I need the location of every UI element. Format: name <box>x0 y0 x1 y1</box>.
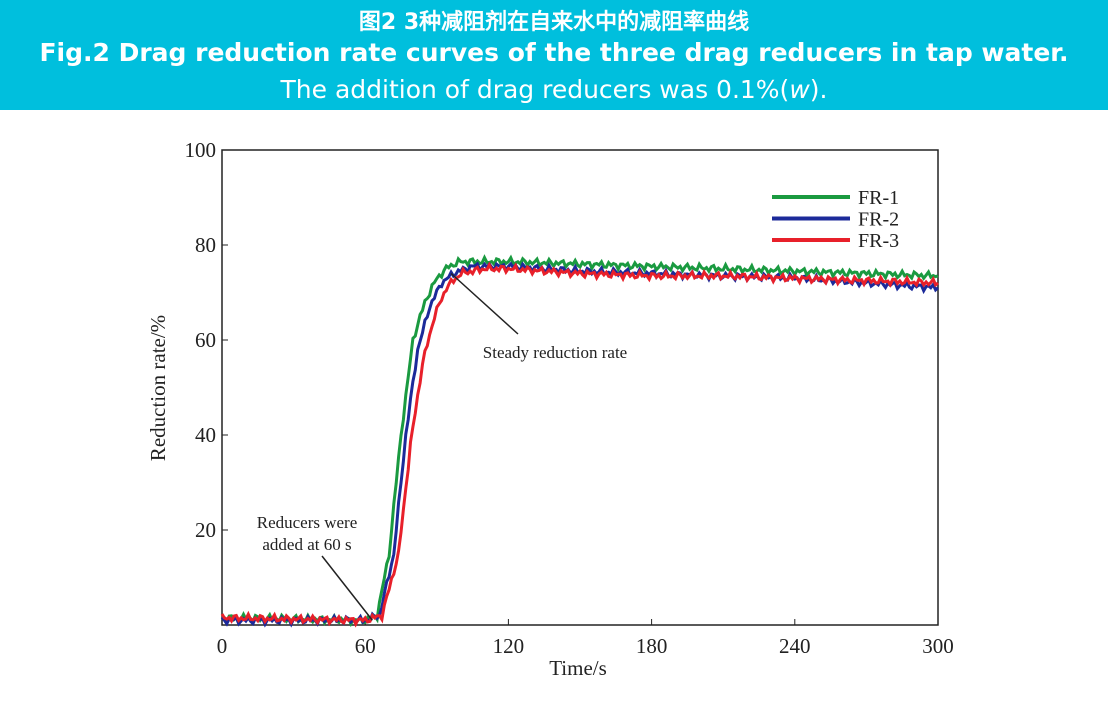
legend-label: FR-2 <box>858 209 899 231</box>
y-tick-label: 80 <box>195 233 216 257</box>
annotation-pointer <box>321 555 373 621</box>
y-tick-label: 60 <box>195 328 216 352</box>
title-cn: 图2 3种减阻剂在自来水中的减阻率曲线 <box>358 10 750 35</box>
legend-label: FR-3 <box>858 230 899 252</box>
caption-banner: 图2 3种减阻剂在自来水中的减阻率曲线 Fig.2 Drag reduction… <box>0 0 1108 110</box>
subtitle-text: The addition of drag reducers was 0.1%( <box>280 75 790 104</box>
x-tick-label: 60 <box>355 634 376 658</box>
x-axis-label: Time/s <box>549 656 607 680</box>
annotation-text: added at 60 s <box>262 535 351 554</box>
annotation-pointer <box>450 272 519 335</box>
subtitle-end: ). <box>809 75 828 104</box>
x-tick-label: 180 <box>636 634 668 658</box>
series-line-fr-2 <box>220 261 940 628</box>
subtitle-var: w <box>789 75 810 104</box>
x-tick-label: 300 <box>922 634 954 658</box>
y-axis-label: Reduction rate/% <box>146 315 170 461</box>
legend-label: FR-1 <box>858 187 899 209</box>
subtitle: The addition of drag reducers was 0.1%(w… <box>0 75 1108 104</box>
x-tick-label: 120 <box>493 634 525 658</box>
y-tick-label: 100 <box>185 138 217 162</box>
annotation-text: Steady reduction rate <box>483 343 627 362</box>
y-tick-label: 40 <box>195 423 216 447</box>
series-line-fr-1 <box>221 254 939 628</box>
series-line-fr-3 <box>220 261 939 628</box>
y-tick-label: 20 <box>195 518 216 542</box>
annotation-text: Reducers were <box>257 513 358 532</box>
title-en: Fig.2 Drag reduction rate curves of the … <box>39 38 1069 67</box>
x-tick-label: 240 <box>779 634 811 658</box>
x-tick-label: 0 <box>217 634 228 658</box>
plot-frame <box>221 149 939 626</box>
